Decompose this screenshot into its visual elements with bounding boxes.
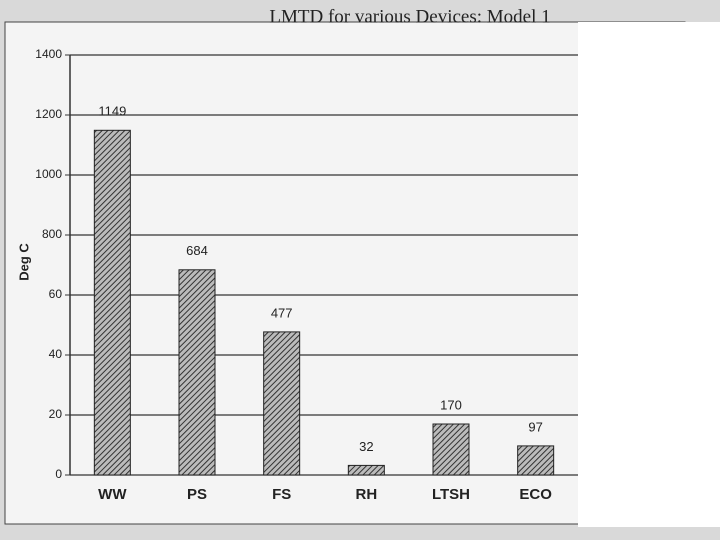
- chart-title: LMTD for various Devices: Model 1: [269, 6, 550, 27]
- x-tick-label: PS: [187, 486, 207, 503]
- x-tick-label: ECO: [519, 486, 552, 503]
- data-label: 32: [359, 439, 373, 454]
- y-tick-label: 1200: [35, 107, 62, 121]
- y-tick-label: 1400: [35, 47, 62, 61]
- bar: [517, 445, 555, 476]
- x-tick-label: RH: [355, 486, 377, 503]
- y-tick-label: 1000: [35, 167, 62, 181]
- bar: [93, 129, 131, 476]
- data-label: 477: [271, 305, 293, 320]
- bar: [432, 423, 470, 476]
- y-tick-label: 40: [49, 347, 63, 361]
- y-tick-label: 60: [49, 287, 63, 301]
- y-axis-label: Deg C: [16, 243, 31, 281]
- y-tick-label: 0: [55, 467, 62, 481]
- x-tick-label: FS: [272, 486, 291, 503]
- data-label: 170: [440, 397, 462, 412]
- bar: [263, 331, 301, 476]
- x-tick-label: WW: [98, 486, 127, 503]
- y-tick-label: 20: [49, 407, 63, 421]
- data-label: 1149: [98, 104, 126, 119]
- bar: [347, 464, 385, 476]
- y-tick-label: 800: [42, 227, 62, 241]
- blank-region: [578, 22, 720, 527]
- data-label: 97: [528, 419, 542, 434]
- bar: [178, 269, 216, 476]
- data-label: 684: [186, 243, 208, 258]
- x-tick-label: LTSH: [432, 486, 470, 503]
